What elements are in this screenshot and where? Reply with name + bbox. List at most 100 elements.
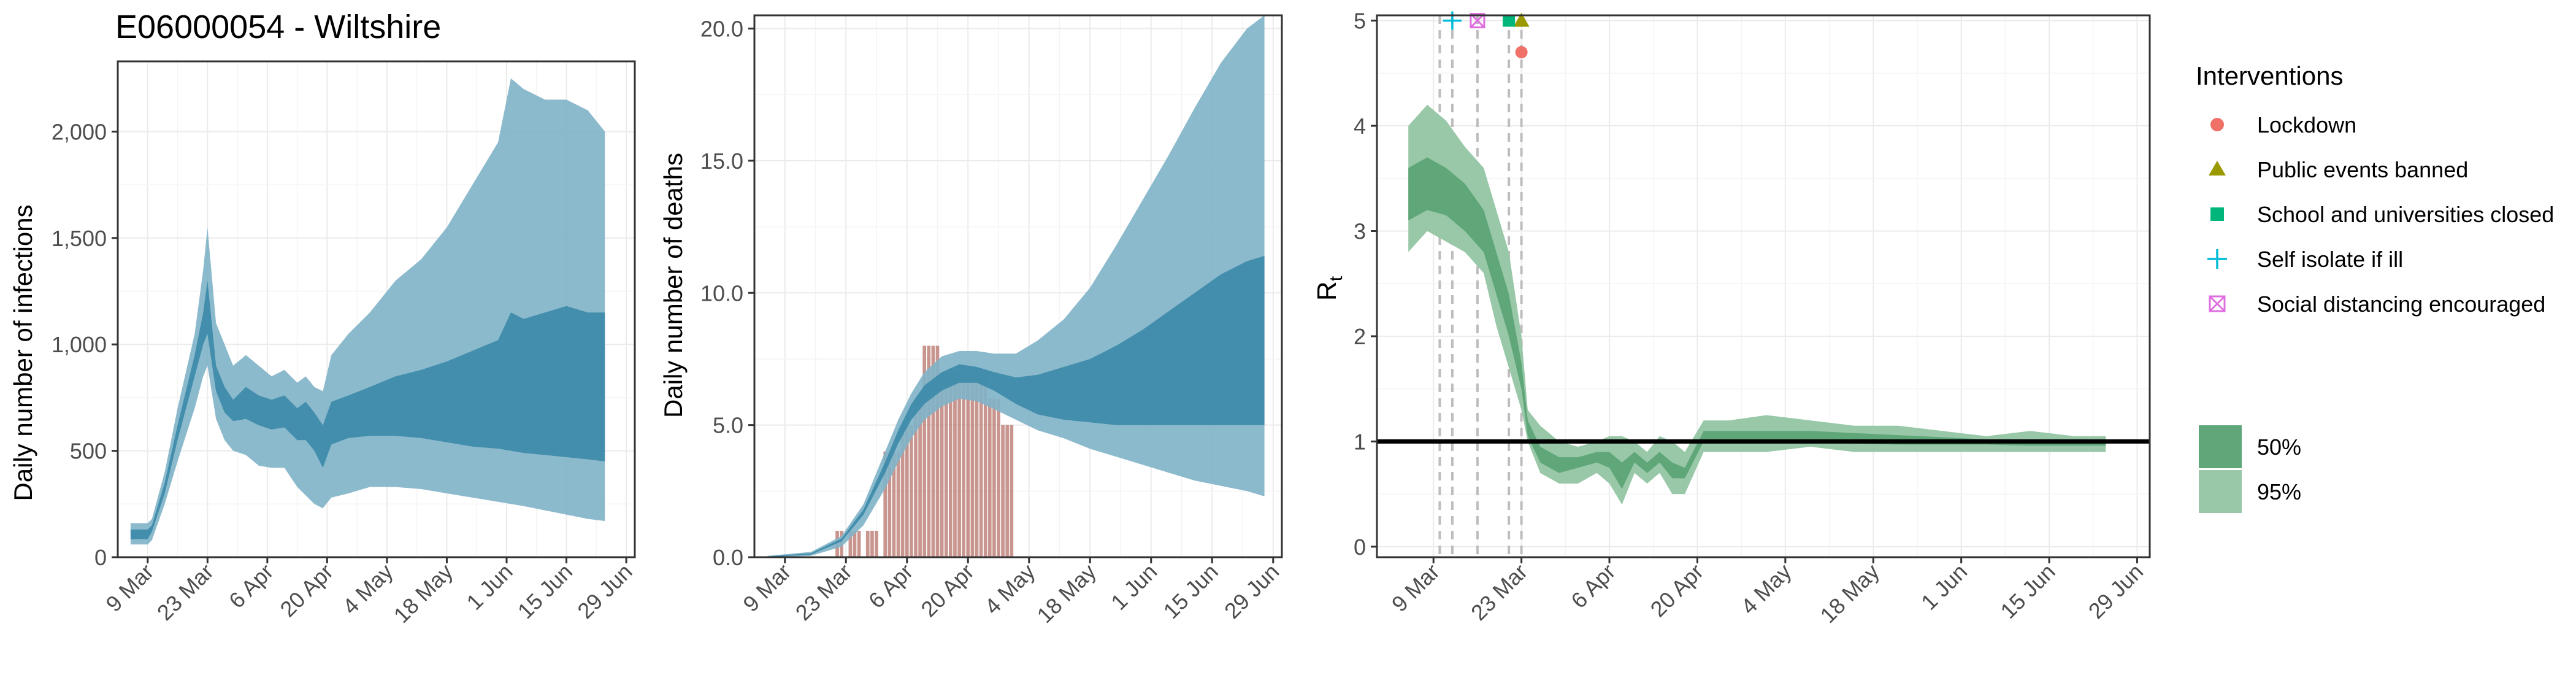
legend: Interventions Lockdown Public events bann…	[2196, 61, 2554, 513]
deaths-bar	[979, 372, 983, 557]
deaths-band-50pct	[767, 256, 1265, 557]
legend-key-lockdown	[2210, 118, 2224, 131]
rt-xtick-label: 18 May	[1815, 559, 1884, 628]
deaths-bar	[1001, 425, 1005, 557]
deaths-bar	[948, 372, 953, 557]
infections-ytick-label: 1,500	[52, 226, 107, 251]
ylabel-infections-text: Daily number of infections	[9, 204, 37, 501]
deaths-ytick-label: 0.0	[713, 545, 743, 570]
rt-xtick-label: 4 May	[1736, 559, 1796, 619]
deaths-bar	[870, 530, 874, 557]
rt-panel: 0 1 2 3 4 5 9 Mar 23 Mar 6 Apr 20 Apr 4 May 18 May 1…	[1354, 9, 2151, 628]
infections-xtick-label: 15 Jun	[513, 559, 577, 623]
infections-xtick-label: 20 Apr	[275, 559, 338, 622]
deaths-bar	[953, 372, 957, 557]
rt-xtick-label: 1 Jun	[1916, 559, 1972, 615]
deaths-bar	[848, 530, 853, 557]
deaths-bar	[883, 451, 887, 557]
legend-band-label: 95%	[2257, 479, 2301, 504]
intervention-marker-lockdown	[1515, 46, 1528, 59]
infections-xtick-label: 29 Jun	[572, 559, 637, 623]
rt-xtick-label: 15 Jun	[1995, 559, 2060, 623]
deaths-bar	[927, 345, 931, 557]
deaths-bar	[922, 345, 927, 557]
deaths-bar	[875, 530, 878, 557]
deaths-bar	[935, 345, 940, 557]
rt-band-95pct	[1408, 104, 2106, 505]
legend-band-swatch	[2199, 425, 2242, 468]
legend-label: Self isolate if ill	[2257, 247, 2403, 272]
deaths-ytick-label: 20.0	[700, 17, 743, 42]
deaths-xtick-label: 1 Jun	[1106, 559, 1162, 615]
deaths-bar	[966, 372, 970, 557]
deaths-bar	[1005, 425, 1010, 557]
ylabel-deaths-text: Daily number of deaths	[659, 153, 688, 418]
infections-ytick-label: 2,000	[52, 119, 107, 144]
deaths-bar	[892, 451, 896, 557]
legend-key-self-isolate-if-ill	[2207, 249, 2227, 269]
infections-xtick-label: 23 Mar	[152, 559, 218, 625]
deaths-ytick-label: 10.0	[700, 280, 743, 306]
deaths-ytick-label: 5.0	[713, 413, 743, 438]
legend-band-label: 50%	[2257, 434, 2301, 460]
rt-ytick-label: 5	[1354, 9, 1366, 34]
legend-label: Lockdown	[2257, 112, 2356, 137]
deaths-panel-border	[753, 14, 1283, 558]
infections-ytick-label: 0	[94, 545, 107, 570]
deaths-bar	[857, 530, 861, 557]
infections-panel-border	[117, 60, 636, 558]
rt-panel-border	[1376, 14, 2151, 558]
rt-xtick-label: 20 Apr	[1645, 559, 1708, 622]
rt-xtick-label: 29 Jun	[2083, 559, 2148, 623]
rt-xtick-label: 9 Mar	[1387, 559, 1444, 617]
deaths-bar	[918, 398, 922, 557]
legend-title: Interventions	[2196, 61, 2343, 90]
ylabel-infections: Daily number of infections	[9, 204, 37, 501]
intervention-marker-public-events-banned	[1513, 12, 1530, 27]
deaths-bar	[914, 398, 918, 557]
infections-ytick-label: 1,000	[52, 332, 107, 357]
rt-xtick-label: 23 Mar	[1466, 559, 1532, 625]
deaths-bar	[957, 372, 961, 557]
legend-label: School and universities closed	[2257, 202, 2554, 227]
deaths-bar	[865, 530, 870, 557]
deaths-xtick-label: 20 Apr	[916, 559, 979, 622]
infections-xtick-label: 6 Apr	[224, 559, 278, 613]
deaths-bar	[997, 398, 1000, 557]
deaths-bar	[887, 451, 892, 557]
ylabel-rt-text: Rt	[1312, 276, 1346, 301]
deaths-bar	[962, 372, 965, 557]
deaths-bar	[900, 425, 905, 557]
infections-xtick-label: 9 Mar	[101, 559, 158, 617]
rt-ytick-label: 3	[1354, 218, 1366, 244]
legend-label: Social distancing encouraged	[2257, 291, 2545, 317]
deaths-ytick-label: 15.0	[700, 149, 743, 174]
rt-ytick-label: 4	[1354, 114, 1366, 139]
deaths-xtick-label: 18 May	[1032, 559, 1100, 628]
figure-title: E06000054 - Wiltshire	[115, 9, 441, 45]
legend-band-swatch	[2199, 470, 2242, 513]
infections-xtick-label: 1 Jun	[461, 559, 517, 615]
ylabel-rt-sub: t	[1326, 276, 1346, 281]
deaths-bar	[970, 372, 975, 557]
deaths-bar	[987, 398, 992, 557]
deaths-bar	[896, 451, 900, 557]
ylabel-deaths: Daily number of deaths	[659, 153, 688, 418]
infections-ytick-label: 500	[70, 439, 107, 464]
deaths-xtick-label: 29 Jun	[1219, 559, 1284, 623]
deaths-xtick-label: 4 May	[979, 559, 1040, 619]
deaths-bar	[975, 372, 979, 557]
rt-ytick-label: 1	[1354, 429, 1366, 454]
legend-key-public-events-banned	[2209, 161, 2226, 176]
intervention-marker-school-and-universities-closed	[1503, 14, 1516, 27]
infections-band-50pct	[130, 280, 605, 539]
legend-key-social-distancing-encouraged	[2209, 295, 2226, 312]
legend-label: Public events banned	[2257, 157, 2468, 182]
deaths-bar	[992, 398, 996, 557]
deaths-bar	[940, 372, 944, 557]
deaths-bar	[944, 372, 948, 557]
ylabel-rt: Rt	[1312, 276, 1346, 301]
